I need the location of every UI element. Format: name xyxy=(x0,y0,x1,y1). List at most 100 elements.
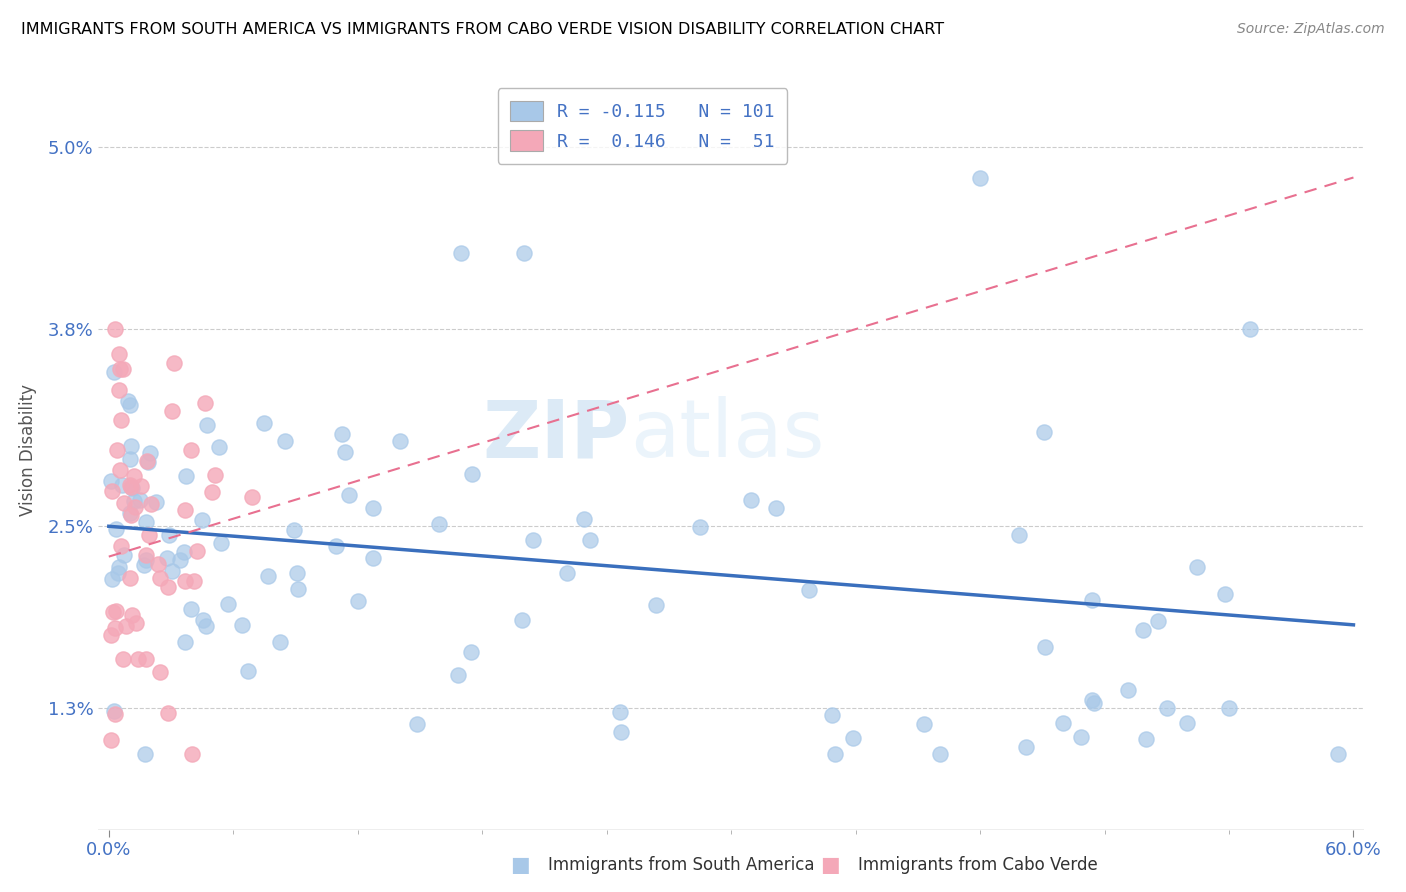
Point xyxy=(969,170,991,185)
Point xyxy=(689,520,711,534)
Point xyxy=(174,503,197,517)
Point xyxy=(138,528,160,542)
Point xyxy=(108,361,131,376)
Point xyxy=(103,605,125,619)
Point xyxy=(1008,528,1031,542)
Point xyxy=(139,497,162,511)
Point xyxy=(180,747,202,761)
Point xyxy=(461,467,484,481)
Point xyxy=(797,582,820,597)
Text: ZIP: ZIP xyxy=(482,396,630,475)
Point xyxy=(117,394,139,409)
Point xyxy=(100,733,122,747)
Point xyxy=(1015,740,1038,755)
Point xyxy=(120,480,142,494)
Point xyxy=(134,558,156,572)
Point xyxy=(111,477,134,491)
Point xyxy=(842,731,865,745)
Legend: R = -0.115   N = 101, R =  0.146   N =  51: R = -0.115 N = 101, R = 0.146 N = 51 xyxy=(498,88,787,164)
Point xyxy=(157,706,180,720)
Point xyxy=(274,434,297,449)
Point xyxy=(325,539,347,553)
Point xyxy=(1156,701,1178,715)
Point xyxy=(238,665,260,679)
Point xyxy=(135,516,157,530)
Point xyxy=(194,619,217,633)
Point xyxy=(1033,425,1056,439)
Point xyxy=(105,443,128,458)
Point xyxy=(1116,682,1139,697)
Point xyxy=(104,604,127,618)
Point xyxy=(740,492,762,507)
Text: IMMIGRANTS FROM SOUTH AMERICA VS IMMIGRANTS FROM CABO VERDE VISION DISABILITY CO: IMMIGRANTS FROM SOUTH AMERICA VS IMMIGRA… xyxy=(21,22,945,37)
Point xyxy=(129,479,152,493)
Point xyxy=(124,500,146,514)
Point xyxy=(122,468,145,483)
Text: ■: ■ xyxy=(820,855,839,875)
Text: Immigrants from South America: Immigrants from South America xyxy=(548,856,815,874)
Point xyxy=(121,482,143,496)
Point xyxy=(121,607,143,622)
Point xyxy=(1218,701,1240,715)
Point xyxy=(173,574,195,588)
Point xyxy=(208,441,231,455)
Point xyxy=(186,543,208,558)
Point xyxy=(157,581,180,595)
Point xyxy=(128,492,150,507)
Point xyxy=(1052,716,1074,731)
Point xyxy=(118,571,141,585)
Point xyxy=(122,494,145,508)
Point xyxy=(145,495,167,509)
Point xyxy=(512,246,534,260)
Point xyxy=(1033,640,1056,655)
Point xyxy=(252,416,274,430)
Point xyxy=(333,445,356,459)
Point xyxy=(610,725,633,739)
Point xyxy=(103,621,125,635)
Point xyxy=(1083,696,1105,710)
Point xyxy=(135,453,157,467)
Point xyxy=(609,705,631,719)
Point xyxy=(388,434,411,448)
Point xyxy=(101,483,124,498)
Point xyxy=(406,716,429,731)
Point xyxy=(1213,587,1236,601)
Point xyxy=(460,645,482,659)
Point xyxy=(217,597,239,611)
Point xyxy=(1135,731,1157,746)
Point xyxy=(149,665,172,680)
Point xyxy=(110,413,132,427)
Text: Source: ZipAtlas.com: Source: ZipAtlas.com xyxy=(1237,22,1385,37)
Point xyxy=(1327,747,1350,761)
Point xyxy=(112,548,135,562)
Point xyxy=(824,747,846,761)
Point xyxy=(1177,716,1199,731)
Point xyxy=(765,501,787,516)
Point xyxy=(138,446,160,460)
Point xyxy=(332,426,354,441)
Point xyxy=(522,533,544,547)
Point xyxy=(363,501,385,516)
Point xyxy=(100,474,122,488)
Point xyxy=(108,347,131,361)
Point xyxy=(135,548,157,562)
Point xyxy=(174,635,197,649)
Point xyxy=(160,565,183,579)
Point xyxy=(346,594,368,608)
Point xyxy=(104,522,127,536)
Point xyxy=(191,513,214,527)
Point xyxy=(173,545,195,559)
Point xyxy=(103,365,125,379)
Point xyxy=(112,652,135,666)
Point xyxy=(118,397,141,411)
Point xyxy=(211,536,233,550)
Point xyxy=(124,615,146,630)
Point xyxy=(135,553,157,567)
Point xyxy=(104,322,127,336)
Point xyxy=(118,452,141,467)
Point xyxy=(572,511,595,525)
Point xyxy=(108,463,131,477)
Point xyxy=(157,527,180,541)
Point xyxy=(821,708,844,723)
Point xyxy=(193,613,215,627)
